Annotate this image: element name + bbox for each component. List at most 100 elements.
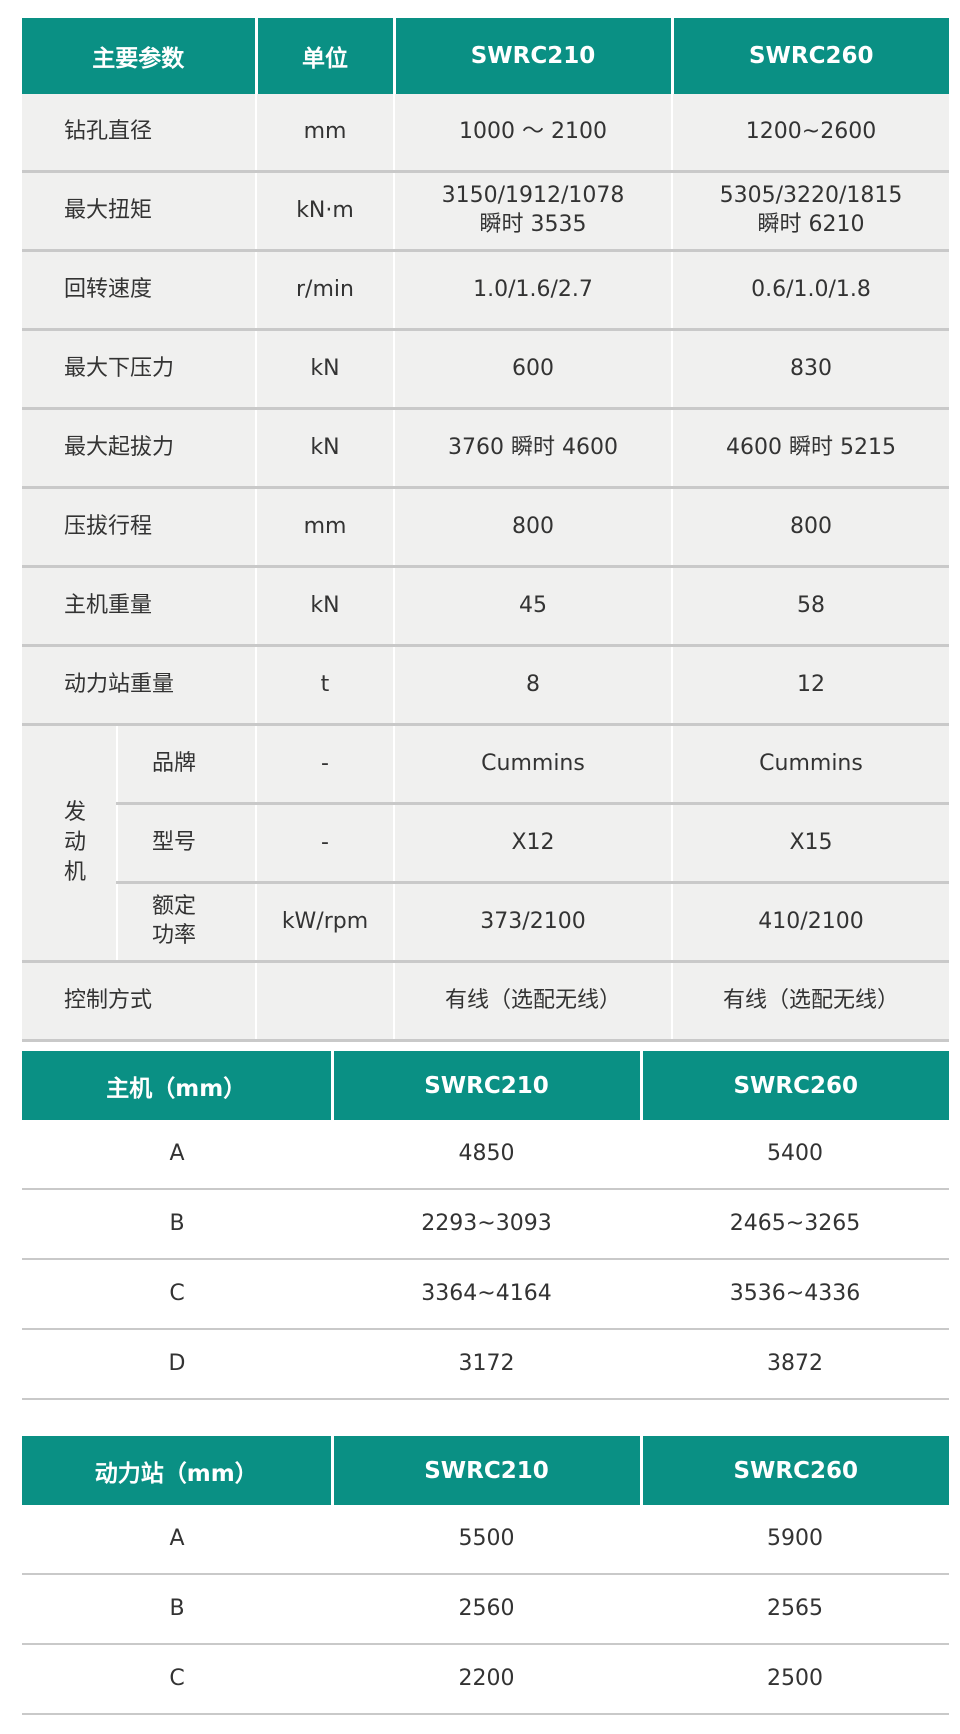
cell-text: 瞬时 6210 (757, 212, 865, 237)
swrc210-cell: 5500 (332, 1505, 641, 1575)
swrc260-cell: X15 (671, 803, 949, 884)
cell-text: A (169, 1140, 185, 1166)
cell-text: D (168, 1350, 186, 1376)
swrc260-cell: 2565 (641, 1574, 949, 1645)
cell-text: 2500 (767, 1665, 823, 1691)
cell-text: 1.0/1.6/2.7 (473, 276, 593, 302)
unit-cell: - (255, 724, 394, 805)
swrc210-cell: 1.0/1.6/2.7 (393, 250, 672, 331)
cell-text: 钻孔直径 (64, 118, 153, 144)
cell-text: 2200 (458, 1665, 515, 1691)
table-row: D 3172 3872 (22, 1329, 949, 1400)
swrc210-cell: 373/2100 (393, 882, 672, 963)
swrc210-cell: 有线（选配无线） (393, 961, 672, 1042)
header-swrc210: SWRC210 (392, 18, 672, 94)
cell-text: 品牌 (152, 750, 197, 776)
cell-text: 2560 (458, 1595, 515, 1621)
swrc210-cell: 8 (393, 645, 672, 726)
header-swrc260: SWRC260 (639, 1436, 949, 1505)
swrc260-cell: 有线（选配无线） (671, 961, 949, 1042)
cell-text: C (169, 1665, 185, 1691)
cell-text: r/min (296, 276, 354, 302)
unit-cell: kN (255, 566, 394, 647)
cell-text: 5500 (458, 1525, 515, 1551)
table-row: 回转速度 r/min 1.0/1.6/2.7 0.6/1.0/1.8 (22, 250, 949, 331)
unit-cell: r/min (255, 250, 394, 331)
cell-text: 瞬时 3535 (479, 212, 587, 237)
swrc210-cell: 4850 (332, 1120, 641, 1190)
cell-text: 5400 (767, 1140, 823, 1166)
cell-text: 2465~3265 (729, 1210, 861, 1236)
cell-text: 1000 ～ 2100 (459, 118, 607, 144)
swrc260-cell: Cummins (671, 724, 949, 805)
table-row: A 4850 5400 (22, 1120, 949, 1190)
cell-text: - (321, 829, 329, 855)
cell-text: 3760 瞬时 4600 (448, 434, 618, 460)
cell-text: kN (310, 592, 340, 618)
engine-group-cell: 发动机 (22, 724, 117, 963)
swrc260-cell: 1200~2600 (671, 94, 949, 173)
swrc210-cell: 600 (393, 329, 672, 410)
param-cell: 动力站重量 (22, 645, 256, 726)
cell-text: 最大扭矩 (64, 197, 153, 223)
cell-text: B (169, 1210, 185, 1236)
cell-text: mm (303, 118, 347, 144)
header-host: 主机（mm） (22, 1051, 332, 1120)
swrc210-cell: 3364~4164 (332, 1259, 641, 1330)
cell-text: kN (310, 355, 340, 381)
cell-text: C (169, 1280, 185, 1306)
label-cell: B (22, 1574, 332, 1645)
unit-cell: kN (255, 329, 394, 410)
table-row: 最大扭矩 kN·m 3150/1912/1078 瞬时 3535 5305/3220/1… (22, 171, 949, 252)
cell-text: 58 (797, 592, 825, 618)
cell-text: mm (303, 513, 347, 539)
param-cell: 回转速度 (22, 250, 256, 331)
cell-text: 5900 (767, 1525, 823, 1551)
table-row: A 5500 5900 (22, 1505, 949, 1575)
swrc210-cell: 3760 瞬时 4600 (393, 408, 672, 489)
label-cell: C (22, 1644, 332, 1715)
header-swrc210: SWRC210 (330, 1436, 641, 1505)
swrc210-cell: X12 (393, 803, 672, 884)
unit-cell: kW/rpm (255, 882, 394, 963)
cell-text: Cummins (481, 750, 585, 776)
swrc260-cell: 0.6/1.0/1.8 (671, 250, 949, 331)
swrc210-cell: 45 (393, 566, 672, 647)
cell-text: kW/rpm (281, 908, 369, 934)
param-cell: 控制方式 (22, 961, 256, 1042)
cell-text: 最大起拔力 (64, 434, 175, 460)
cell-text: - (321, 750, 329, 776)
table-row: 最大起拔力 kN 3760 瞬时 4600 4600 瞬时 5215 (22, 408, 949, 489)
cell-text: 3536~4336 (729, 1280, 861, 1306)
cell-text: 3172 (458, 1350, 515, 1376)
param-cell: 品牌 (116, 724, 256, 805)
cell-text: B (169, 1595, 185, 1621)
swrc260-cell: 2500 (641, 1644, 949, 1715)
cell-text: 有线（选配无线） (722, 987, 899, 1013)
param-cell: 压拔行程 (22, 487, 256, 568)
cell-text: 45 (519, 592, 547, 618)
swrc260-cell: 58 (671, 566, 949, 647)
cell-text: 600 (512, 355, 554, 381)
table-row: 型号 - X12 X15 (22, 803, 949, 884)
swrc210-cell: Cummins (393, 724, 672, 805)
param-cell: 额定 功率 (116, 882, 256, 963)
param-cell: 型号 (116, 803, 256, 884)
unit-cell: mm (255, 94, 394, 173)
main-parameters-table: 主要参数 单位 SWRC210 SWRC260 钻孔直径 mm 1000 ～ 210… (22, 18, 949, 1042)
cell-text: 发 (64, 800, 87, 826)
cell-text: 373/2100 (480, 908, 586, 934)
cell-text: 额定 (152, 894, 197, 920)
header-param: 主要参数 (22, 18, 256, 94)
param-cell: 最大下压力 (22, 329, 256, 410)
param-cell: 最大扭矩 (22, 171, 256, 252)
swrc260-cell: 4600 瞬时 5215 (671, 408, 949, 489)
cell-text: 型号 (152, 829, 197, 855)
table-row: 动力站重量 t 8 12 (22, 645, 949, 726)
cell-text: t (320, 671, 330, 697)
table-row: C 3364~4164 3536~4336 (22, 1259, 949, 1330)
cell-text: 410/2100 (758, 908, 864, 934)
swrc260-cell: 5400 (641, 1120, 949, 1190)
table-row: 最大下压力 kN 600 830 (22, 329, 949, 410)
cell-text: 压拔行程 (64, 513, 153, 539)
